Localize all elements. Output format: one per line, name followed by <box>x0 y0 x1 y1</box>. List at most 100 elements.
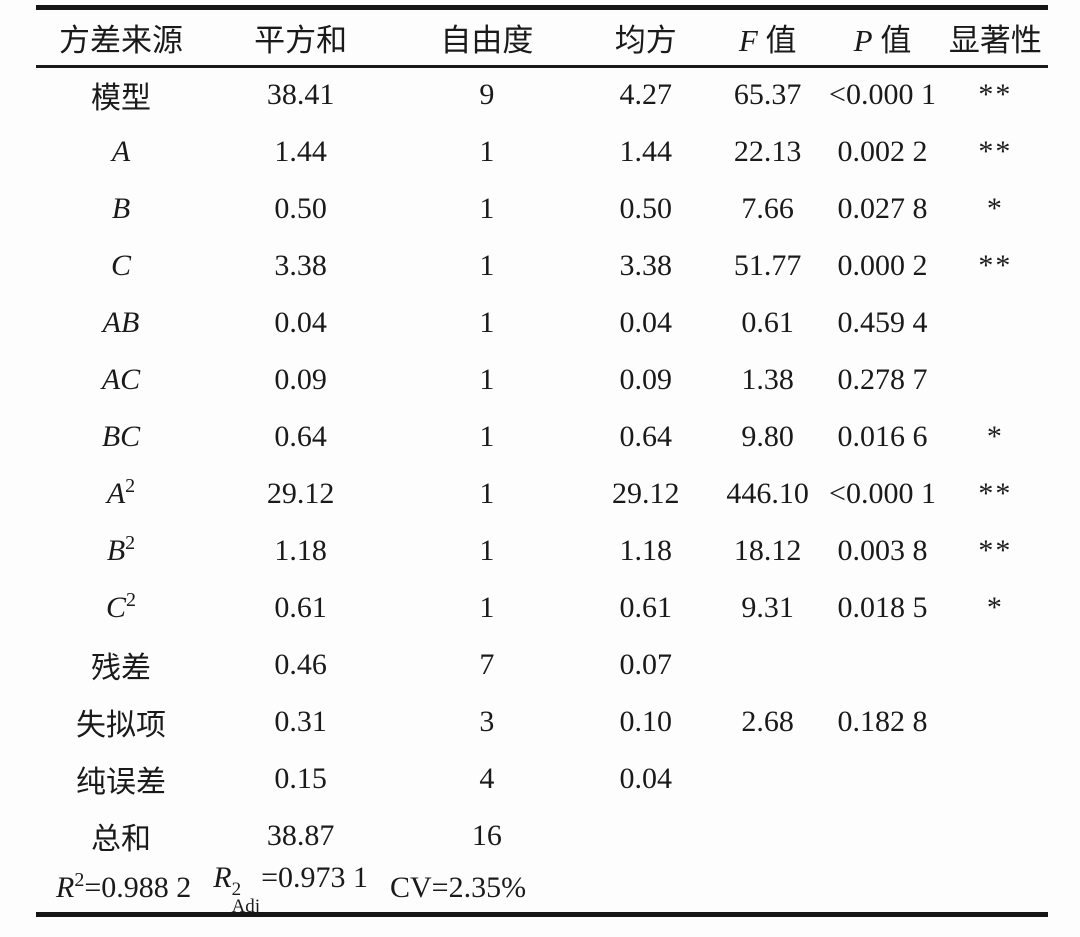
f-value-cell: 9.31 <box>741 590 794 624</box>
f-value-cell: 2.68 <box>741 704 794 738</box>
p-value-cell: 0.182 8 <box>837 704 928 738</box>
source-cell: C <box>111 248 132 282</box>
significance-cell: ** <box>978 78 1013 112</box>
f-value-cell <box>713 636 822 693</box>
sum-of-squares-cell: 38.87 <box>266 818 335 852</box>
f-value-cell <box>713 750 822 807</box>
p-value-cell: <0.000 1 <box>829 476 936 510</box>
significance-cell: ** <box>978 134 1013 168</box>
source-cell: 总和 <box>91 822 151 856</box>
significance-cell <box>943 351 1048 408</box>
table-row: 纯误差 0.15 4 0.04 <box>36 750 1048 807</box>
sum-of-squares-cell: 0.15 <box>274 761 327 795</box>
f-value-cell: 22.13 <box>733 134 802 168</box>
table-row: A 1.44 1 1.44 22.13 0.002 2 ** <box>36 123 1048 180</box>
footer-stat-1: R 2 Adj =0.973 1 <box>213 861 368 917</box>
degrees-of-freedom-cell: 1 <box>479 134 495 168</box>
mean-square-cell: 0.10 <box>619 704 672 738</box>
source-cell: A2 <box>106 474 136 510</box>
p-value-cell: 0.002 2 <box>837 134 928 168</box>
header-row: 方差来源 平方和 自由度 均方 F 值 P 值显著性 <box>36 10 1048 66</box>
sum-of-squares-cell: 1.44 <box>274 134 327 168</box>
p-value-cell: 0.459 4 <box>837 305 928 339</box>
mean-square-cell: 0.61 <box>619 590 672 624</box>
degrees-of-freedom-cell: 1 <box>479 590 495 624</box>
column-header-1: 平方和 <box>254 22 348 58</box>
degrees-of-freedom-cell: 1 <box>479 419 495 453</box>
sum-of-squares-cell: 0.09 <box>274 362 327 396</box>
sum-of-squares-cell: 0.61 <box>274 590 327 624</box>
significance-cell: * <box>986 590 1004 624</box>
column-header-3: 均方 <box>614 22 677 58</box>
f-value-cell: 446.10 <box>726 476 809 510</box>
degrees-of-freedom-cell: 9 <box>479 78 495 112</box>
table-row: C2 0.61 1 0.61 9.31 0.018 5 * <box>36 579 1048 636</box>
mean-square-cell: 0.04 <box>619 305 672 339</box>
stats-footer: R2=0.988 2 R 2 Adj =0.973 1 CV=2.35% <box>36 861 1048 917</box>
significance-cell <box>943 636 1048 693</box>
mean-square-cell: 1.44 <box>619 134 672 168</box>
table-row: BC 0.64 1 0.64 9.80 0.016 6 * <box>36 408 1048 465</box>
sum-of-squares-cell: 0.46 <box>274 647 327 681</box>
p-value-cell <box>822 750 942 807</box>
f-value-cell: 0.61 <box>741 305 794 339</box>
significance-cell: * <box>986 419 1004 453</box>
source-cell: C2 <box>106 588 137 624</box>
column-header-6: 显著性 <box>948 22 1042 58</box>
degrees-of-freedom-cell: 3 <box>479 704 495 738</box>
mean-square-cell <box>578 807 713 864</box>
column-header-2: 自由度 <box>440 22 534 58</box>
mean-square-cell: 0.09 <box>619 362 672 396</box>
p-value-cell: 0.003 8 <box>837 533 928 567</box>
mean-square-cell: 4.27 <box>619 78 672 112</box>
sum-of-squares-cell: 0.64 <box>274 419 327 453</box>
f-value-cell: 9.80 <box>741 419 794 453</box>
degrees-of-freedom-cell: 1 <box>479 362 495 396</box>
sum-of-squares-cell: 0.31 <box>274 704 327 738</box>
p-value-cell: 0.016 6 <box>837 419 928 453</box>
table-row: AC 0.09 1 0.09 1.38 0.278 7 <box>36 351 1048 408</box>
mean-square-cell: 3.38 <box>619 248 672 282</box>
table-row: 残差 0.46 7 0.07 <box>36 636 1048 693</box>
table-row: AB 0.04 1 0.04 0.61 0.459 4 <box>36 294 1048 351</box>
footer-stat-2: CV=2.35% <box>390 871 527 904</box>
table-row: B2 1.18 1 1.18 18.12 0.003 8 ** <box>36 522 1048 579</box>
source-cell: BC <box>101 419 141 453</box>
degrees-of-freedom-cell: 1 <box>479 476 495 510</box>
source-cell: AC <box>101 362 141 396</box>
p-value-cell <box>822 636 942 693</box>
significance-cell: ** <box>978 248 1013 282</box>
source-cell: 纯误差 <box>76 765 166 799</box>
f-value-cell <box>713 807 822 864</box>
source-cell: B <box>111 191 131 225</box>
column-header-5: P 值 <box>853 22 912 58</box>
significance-cell <box>943 807 1048 864</box>
degrees-of-freedom-cell: 1 <box>479 248 495 282</box>
significance-cell: ** <box>978 533 1013 567</box>
table-row: 总和 38.87 16 <box>36 807 1048 864</box>
table-row: 失拟项 0.31 3 0.10 2.68 0.182 8 <box>36 693 1048 750</box>
column-header-4: F 值 <box>738 22 797 58</box>
f-value-cell: 7.66 <box>741 191 794 225</box>
mean-square-cell: 0.04 <box>619 761 672 795</box>
table-top-border <box>36 5 1048 10</box>
sum-of-squares-cell: 0.50 <box>274 191 327 225</box>
source-cell: 残差 <box>91 651 151 685</box>
mean-square-cell: 0.50 <box>619 191 672 225</box>
f-value-cell: 1.38 <box>741 362 794 396</box>
table-row: 模型 38.41 9 4.27 65.37 <0.000 1 ** <box>36 66 1048 123</box>
degrees-of-freedom-cell: 4 <box>479 761 495 795</box>
degrees-of-freedom-cell: 7 <box>479 647 495 681</box>
source-cell: 失拟项 <box>76 708 166 742</box>
significance-cell: ** <box>978 476 1013 510</box>
sum-of-squares-cell: 1.18 <box>274 533 327 567</box>
source-cell: AB <box>102 305 140 339</box>
significance-cell <box>943 693 1048 750</box>
source-cell: 模型 <box>91 82 151 116</box>
table-row: A2 29.12 1 29.12 446.10 <0.000 1 ** <box>36 465 1048 522</box>
mean-square-cell: 0.07 <box>619 647 672 681</box>
anova-table: 方差来源 平方和 自由度 均方 F 值 P 值显著性 模型 38.41 9 4.27 65.37 <… <box>36 5 1048 917</box>
degrees-of-freedom-cell: 1 <box>479 533 495 567</box>
table-row: C 3.38 1 3.38 51.77 0.000 2 ** <box>36 237 1048 294</box>
table-body: 模型 38.41 9 4.27 65.37 <0.000 1 ** A 1.44 1 1.44 22.… <box>36 66 1048 864</box>
